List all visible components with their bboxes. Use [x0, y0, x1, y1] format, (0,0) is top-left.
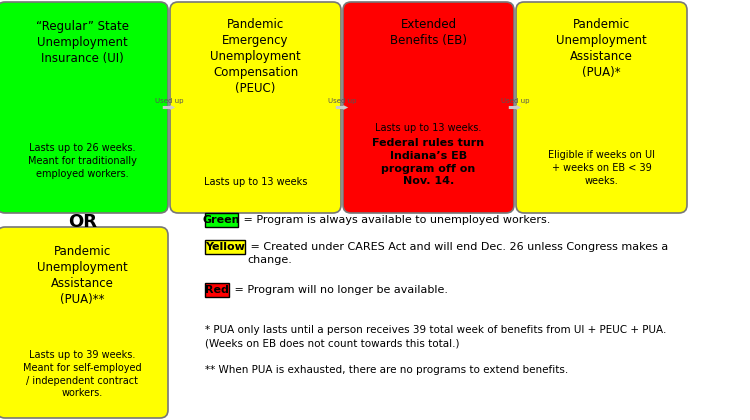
Text: Lasts up to 13 weeks: Lasts up to 13 weeks	[204, 177, 308, 187]
Text: Yellow: Yellow	[205, 242, 245, 252]
Text: Pandemic
Unemployment
Assistance
(PUA)**: Pandemic Unemployment Assistance (PUA)**	[37, 245, 128, 306]
Text: Federal rules turn
Indiana’s EB
program off on
Nov. 14.: Federal rules turn Indiana’s EB program …	[373, 138, 484, 186]
Text: = Created under CARES Act and will end Dec. 26 unless Congress makes a
change.: = Created under CARES Act and will end D…	[247, 242, 668, 265]
Text: “Regular” State
Unemployment
Insurance (UI): “Regular” State Unemployment Insurance (…	[36, 20, 129, 65]
FancyBboxPatch shape	[205, 240, 245, 254]
Text: Extended
Benefits (EB): Extended Benefits (EB)	[390, 18, 467, 47]
FancyBboxPatch shape	[0, 2, 168, 213]
FancyBboxPatch shape	[205, 283, 229, 297]
FancyBboxPatch shape	[516, 2, 687, 213]
Text: Lasts up to 39 weeks.
Meant for self-employed
/ independent contract
workers.: Lasts up to 39 weeks. Meant for self-emp…	[23, 350, 142, 399]
Text: Eligible if weeks on UI
+ weeks on EB < 39
weeks.: Eligible if weeks on UI + weeks on EB < …	[548, 150, 655, 186]
Text: OR: OR	[68, 213, 97, 231]
FancyBboxPatch shape	[170, 2, 341, 213]
Text: Used up: Used up	[328, 99, 356, 105]
Text: = Program is always available to unemployed workers.: = Program is always available to unemplo…	[240, 215, 550, 225]
FancyBboxPatch shape	[0, 227, 168, 418]
FancyBboxPatch shape	[205, 213, 238, 227]
Text: Pandemic
Emergency
Unemployment
Compensation
(PEUC): Pandemic Emergency Unemployment Compensa…	[210, 18, 301, 95]
Text: Lasts up to 13 weeks.: Lasts up to 13 weeks.	[375, 123, 482, 133]
Text: * PUA only lasts until a person receives 39 total week of benefits from UI + PEU: * PUA only lasts until a person receives…	[205, 325, 666, 348]
Text: = Program will no longer be available.: = Program will no longer be available.	[231, 285, 448, 295]
FancyBboxPatch shape	[343, 2, 514, 213]
Text: ** When PUA is exhausted, there are no programs to extend benefits.: ** When PUA is exhausted, there are no p…	[205, 365, 568, 375]
Text: Used up: Used up	[501, 99, 530, 105]
Text: Green: Green	[202, 215, 240, 225]
Text: Pandemic
Unemployment
Assistance
(PUA)*: Pandemic Unemployment Assistance (PUA)*	[556, 18, 646, 79]
Text: Lasts up to 26 weeks.
Meant for traditionally
employed workers.: Lasts up to 26 weeks. Meant for traditio…	[28, 143, 137, 178]
Text: Used up: Used up	[154, 99, 183, 105]
Text: Red: Red	[205, 285, 229, 295]
